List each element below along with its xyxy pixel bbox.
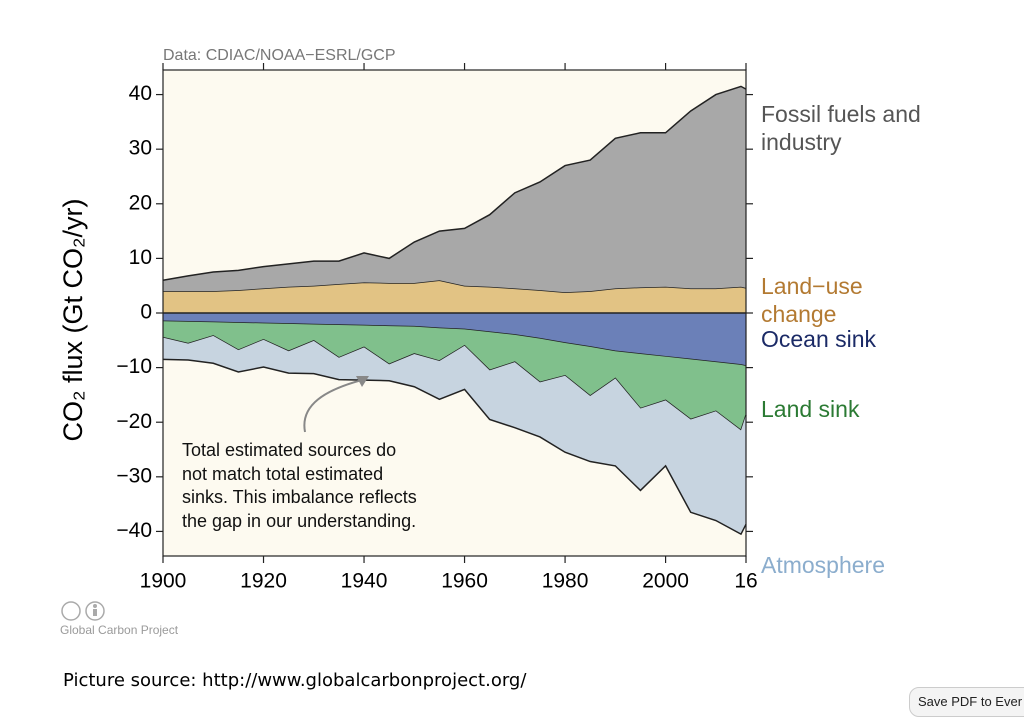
annotation-arrowhead	[356, 376, 369, 387]
annotation-line: sinks. This imbalance reflects	[182, 487, 417, 507]
x-tick-label: 1900	[140, 570, 187, 593]
x-tick-label: 1980	[542, 570, 589, 593]
area	[163, 335, 746, 535]
credit: Global Carbon Project	[60, 623, 179, 637]
legend-label: Fossil fuels and industry	[761, 101, 921, 156]
source-note: Picture source: http://www.globalcarbonp…	[63, 670, 527, 691]
legend-label: Atmosphere	[761, 551, 886, 578]
y-tick-label: −30	[116, 464, 152, 487]
area	[163, 280, 746, 313]
y-tick-label: −40	[116, 519, 152, 542]
area-edge	[162, 320, 747, 367]
y-axis-label: CO₂ flux (Gt CO₂/yr)	[58, 199, 88, 442]
legend-label: Ocean sink	[761, 326, 877, 353]
y-tick-label: 0	[140, 301, 152, 324]
cc-icon	[61, 601, 105, 621]
area	[163, 321, 746, 431]
x-tick-label: 1960	[441, 570, 488, 593]
legend-label: Land sink	[761, 395, 860, 422]
x-tick-label: 2000	[642, 570, 689, 593]
y-tick-label: 30	[129, 137, 152, 160]
annotation-line: Total estimated sources do	[182, 440, 397, 460]
y-tick-label: −20	[116, 410, 152, 433]
area-edge	[162, 358, 747, 536]
x-tick-label: 1940	[341, 570, 388, 593]
x-tick-label: 1920	[240, 570, 287, 593]
y-tick-label: 20	[129, 191, 152, 214]
annotation-line: the gap in our understanding.	[182, 510, 417, 531]
y-tick-label: 40	[129, 82, 152, 105]
area-edge	[162, 85, 747, 281]
x-tick-label: 16	[734, 570, 757, 593]
annotation-line: not match total estimated	[182, 463, 384, 484]
y-tick-label: −10	[116, 355, 152, 378]
area-edge	[163, 279, 747, 294]
annotation-arrow	[303, 379, 363, 433]
area	[163, 86, 746, 293]
legend-label: Land−use change	[761, 273, 863, 328]
save-pdf-button[interactable]: Save PDF to Ever	[909, 687, 1024, 717]
data-note: Data: CDIAC/NOAA−ESRL/GCP	[163, 47, 396, 64]
y-tick-label: 10	[129, 246, 152, 269]
area	[163, 313, 746, 366]
